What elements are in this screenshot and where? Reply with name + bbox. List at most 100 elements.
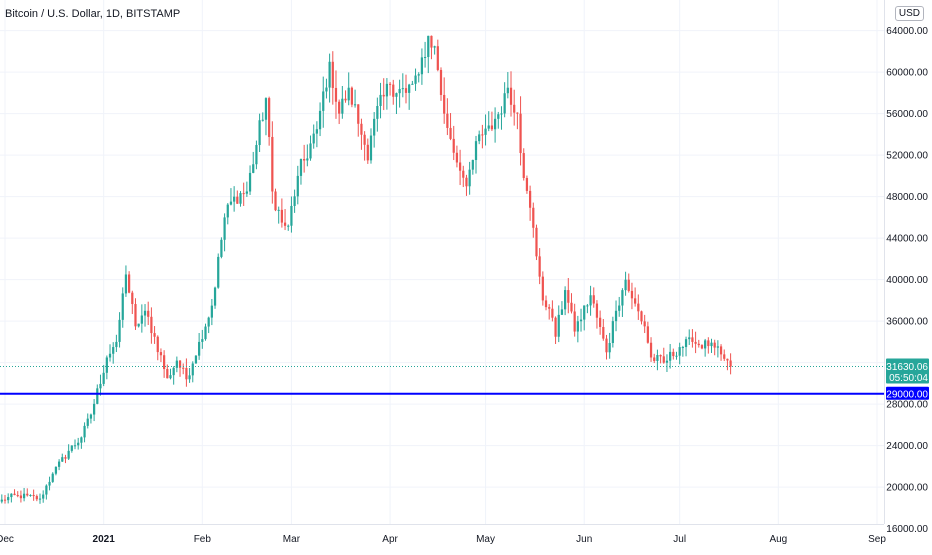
candle[interactable]: [503, 93, 506, 114]
candle[interactable]: [201, 339, 204, 342]
candle[interactable]: [185, 368, 188, 380]
candle[interactable]: [538, 256, 541, 277]
candle[interactable]: [509, 87, 513, 105]
candle[interactable]: [204, 326, 207, 340]
candle[interactable]: [401, 88, 404, 90]
candle[interactable]: [287, 225, 290, 227]
candle[interactable]: [118, 319, 121, 342]
candle[interactable]: [70, 445, 73, 451]
candle[interactable]: [182, 367, 185, 369]
candle[interactable]: [408, 84, 411, 93]
candle[interactable]: [166, 369, 169, 379]
candle[interactable]: [163, 355, 166, 370]
candle[interactable]: [627, 279, 630, 291]
candle[interactable]: [271, 136, 274, 192]
candle[interactable]: [557, 314, 560, 337]
candle[interactable]: [128, 274, 131, 293]
candle[interactable]: [493, 118, 497, 130]
candle[interactable]: [77, 442, 80, 446]
candle[interactable]: [455, 152, 459, 163]
candle[interactable]: [293, 196, 296, 206]
candle[interactable]: [210, 305, 213, 318]
candle[interactable]: [640, 311, 643, 322]
candle[interactable]: [528, 190, 532, 208]
candle[interactable]: [417, 74, 420, 76]
candle[interactable]: [242, 193, 245, 195]
candle[interactable]: [360, 123, 363, 135]
candle[interactable]: [554, 317, 557, 337]
candle[interactable]: [296, 175, 299, 197]
candle[interactable]: [73, 445, 77, 447]
candle[interactable]: [551, 308, 554, 318]
candle[interactable]: [0, 499, 3, 502]
candle[interactable]: [716, 346, 719, 348]
candle[interactable]: [143, 310, 147, 316]
candle[interactable]: [506, 87, 509, 94]
candle[interactable]: [245, 191, 248, 194]
candle[interactable]: [404, 88, 408, 93]
candle[interactable]: [576, 321, 579, 332]
candle[interactable]: [462, 170, 465, 178]
candle[interactable]: [32, 494, 35, 497]
candle[interactable]: [194, 355, 198, 364]
candle[interactable]: [207, 317, 210, 327]
candle[interactable]: [277, 209, 280, 211]
candle[interactable]: [80, 437, 83, 443]
candle[interactable]: [16, 495, 19, 497]
candle[interactable]: [548, 307, 551, 309]
candle[interactable]: [564, 290, 567, 310]
candle[interactable]: [570, 302, 573, 312]
candle[interactable]: [344, 98, 347, 101]
candle[interactable]: [252, 164, 255, 173]
candle[interactable]: [398, 88, 401, 94]
candle[interactable]: [338, 101, 341, 114]
candle[interactable]: [560, 309, 564, 315]
candle[interactable]: [653, 357, 656, 361]
candle[interactable]: [665, 360, 669, 363]
candle[interactable]: [325, 87, 328, 92]
time-axis[interactable]: [0, 525, 884, 550]
candle[interactable]: [48, 481, 51, 486]
candle[interactable]: [630, 290, 634, 299]
candle[interactable]: [26, 493, 29, 496]
candle[interactable]: [525, 177, 529, 191]
candle[interactable]: [223, 217, 226, 240]
candle[interactable]: [452, 138, 455, 153]
candle[interactable]: [188, 375, 191, 380]
candle[interactable]: [723, 354, 726, 359]
candle[interactable]: [108, 353, 112, 358]
candle[interactable]: [86, 418, 89, 426]
candle[interactable]: [497, 114, 500, 119]
candle[interactable]: [474, 141, 478, 161]
candle[interactable]: [96, 388, 99, 404]
candle[interactable]: [484, 128, 487, 135]
candle[interactable]: [541, 276, 544, 301]
candle[interactable]: [175, 360, 178, 368]
candle[interactable]: [611, 321, 614, 343]
candle[interactable]: [89, 414, 93, 419]
candle[interactable]: [248, 172, 252, 192]
candle[interactable]: [544, 300, 548, 308]
candle[interactable]: [427, 35, 430, 57]
candle[interactable]: [602, 326, 605, 339]
candle[interactable]: [532, 207, 535, 228]
candle[interactable]: [198, 341, 201, 356]
candle[interactable]: [99, 383, 102, 389]
candle[interactable]: [19, 495, 23, 499]
candle[interactable]: [54, 466, 58, 474]
price-axis[interactable]: [884, 0, 932, 550]
candle[interactable]: [439, 69, 443, 95]
candle[interactable]: [268, 98, 271, 137]
candle[interactable]: [10, 493, 13, 498]
candle[interactable]: [280, 209, 283, 223]
candle[interactable]: [115, 341, 118, 348]
candle[interactable]: [465, 177, 468, 187]
candle[interactable]: [233, 196, 236, 202]
candle[interactable]: [719, 346, 723, 355]
candle[interactable]: [691, 337, 694, 342]
candle[interactable]: [178, 360, 182, 368]
candle[interactable]: [586, 305, 589, 307]
candle[interactable]: [382, 94, 385, 97]
candle[interactable]: [522, 153, 525, 178]
